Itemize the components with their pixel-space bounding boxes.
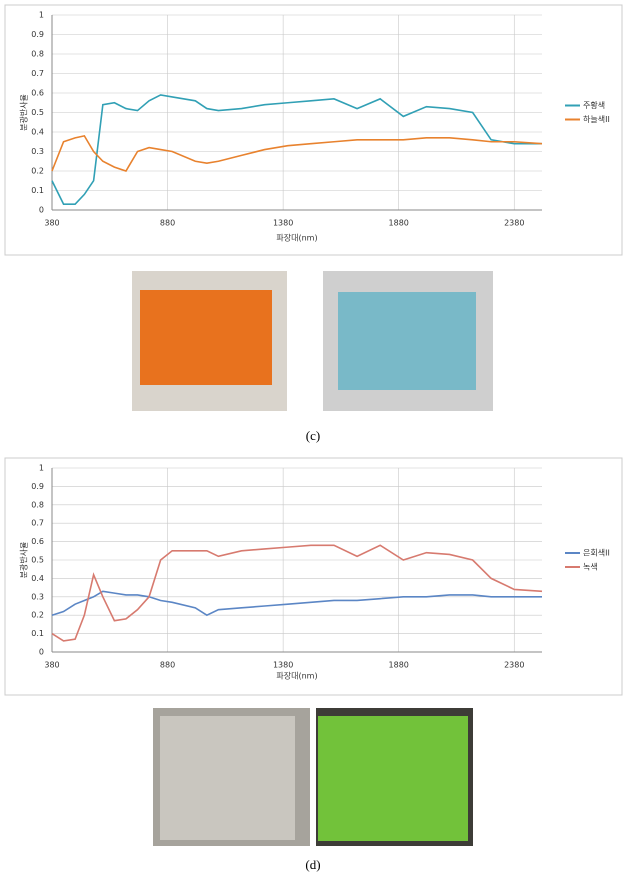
- series-line: [51, 134, 543, 172]
- green-panel: [318, 716, 468, 841]
- chart-frame: [4, 457, 623, 696]
- y-tick-label: 0.6: [31, 89, 44, 98]
- x-tick-label: 880: [160, 661, 175, 670]
- chart-frame: [4, 4, 623, 256]
- x-axis-label: 파장대(nm): [276, 233, 317, 243]
- y-tick-label: 0: [39, 206, 44, 215]
- y-tick-label: 0.4: [31, 574, 44, 583]
- series-line: [51, 590, 542, 617]
- y-tick-label: 0.9: [31, 30, 44, 39]
- x-tick-label: 1380: [273, 661, 293, 670]
- y-tick-label: 0.3: [31, 147, 44, 156]
- y-tick-label: 0.8: [31, 50, 44, 59]
- x-tick-label: 1880: [389, 219, 409, 228]
- caption: (c): [306, 428, 320, 443]
- legend-label: 주황색: [583, 100, 605, 110]
- y-tick-label: 0: [39, 648, 44, 657]
- gray-panel: [160, 716, 295, 840]
- x-axis-label: 파장대(nm): [276, 671, 317, 681]
- y-tick-label: 0.8: [31, 500, 44, 509]
- y-tick-label: 0.6: [31, 537, 44, 546]
- x-tick-label: 880: [160, 219, 175, 228]
- y-tick-label: 0.1: [31, 186, 44, 195]
- y-tick-label: 0.9: [31, 482, 44, 491]
- y-tick-label: 0.5: [31, 556, 44, 565]
- y-tick-label: 0.1: [31, 629, 44, 638]
- y-tick-label: 0.3: [31, 592, 44, 601]
- x-tick-label: 2380: [504, 661, 524, 670]
- y-tick-label: 1: [39, 11, 44, 20]
- x-tick-label: 1880: [389, 661, 409, 670]
- blue-panel: [338, 292, 476, 390]
- x-tick-label: 380: [44, 219, 59, 228]
- legend-label: 하늘색II: [583, 114, 610, 124]
- caption: (d): [305, 857, 320, 872]
- x-tick-label: 2380: [504, 219, 524, 228]
- y-axis-label: 분광반사율: [19, 542, 29, 579]
- legend-label: 녹색: [583, 562, 598, 572]
- y-tick-label: 0.2: [31, 167, 44, 176]
- legend-label: 은회색II: [583, 548, 610, 558]
- y-tick-label: 0.5: [31, 108, 44, 117]
- y-tick-label: 0.7: [31, 69, 44, 78]
- y-tick-label: 1: [39, 464, 44, 473]
- x-tick-label: 1380: [273, 219, 293, 228]
- series-line: [51, 544, 543, 642]
- y-tick-label: 0.4: [31, 128, 44, 137]
- y-tick-label: 0.2: [31, 611, 44, 620]
- x-tick-label: 380: [44, 661, 59, 670]
- series-line: [51, 94, 542, 205]
- y-tick-label: 0.7: [31, 519, 44, 528]
- orange-panel: [140, 290, 272, 385]
- y-axis-label: 분광반사율: [19, 94, 29, 131]
